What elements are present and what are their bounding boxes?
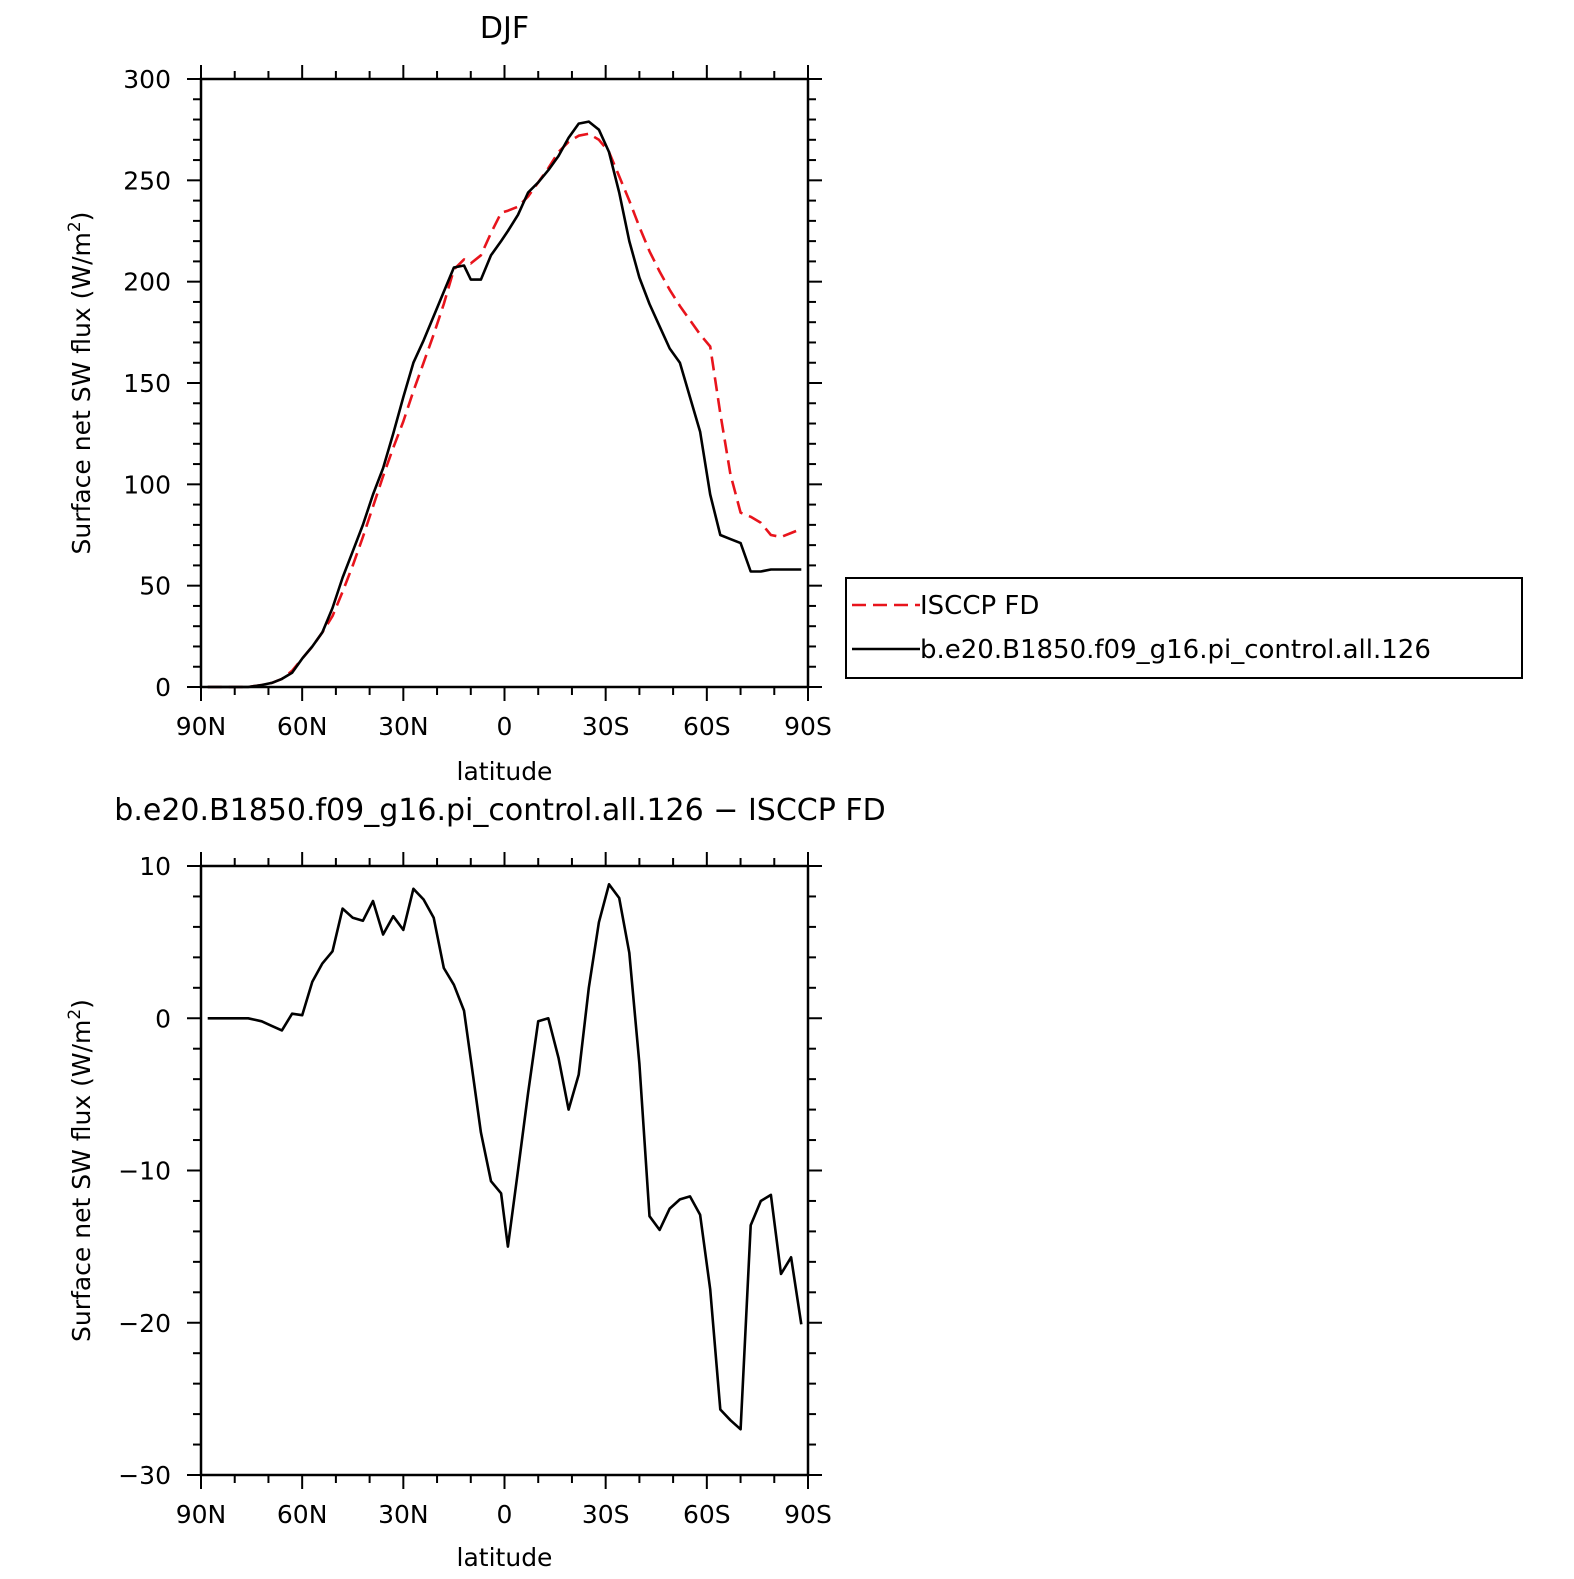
y-tick-label: 100 [123,470,171,499]
top-y-axis-label: Surface net SW flux (W/m2) [65,212,96,555]
series-line-model [207,120,802,689]
x-tick-label: 90N [176,1500,227,1529]
bottom-x-axis-label: latitude [457,1543,553,1572]
bottom-y-axis-label: Surface net SW flux (W/m2) [65,999,96,1342]
y-tick-label: −20 [118,1309,171,1338]
x-tick-label: 30S [582,1500,630,1529]
x-tick-label: 60S [683,712,731,741]
top-chart-title: DJF [480,11,529,46]
legend: ISCCP FD b.e20.B1850.f09_g16.pi_control.… [845,577,1523,679]
bottom-panel: 90N 60N 30N 0 30S 60S 90S −30 −20 −10 0 10 b.e20.B… [65,793,886,1572]
y-tick-label: 200 [123,268,171,297]
x-tick-label: 90S [784,712,832,741]
top-y-axis-label-end: ) [67,212,96,222]
x-tick-label: 90N [176,712,227,741]
bottom-y-axis-label-main: Surface net SW flux (W/m [67,1020,96,1342]
series-line-model [207,882,803,1431]
x-tick-label: 30N [378,1500,429,1529]
x-tick-label: 0 [497,1500,513,1529]
y-tick-label: 0 [155,673,171,702]
x-tick-label: 30S [582,712,630,741]
y-tick-label: 10 [139,852,171,881]
x-tick-label: 0 [497,712,513,741]
x-tick-label: 60S [683,1500,731,1529]
y-tick-label: −10 [118,1157,171,1186]
legend-box [845,577,1523,679]
top-y-axis-label-main: Surface net SW flux (W/m [67,232,96,554]
top-y-axis-label-sup: 2 [65,221,85,232]
bottom-chart-title: b.e20.B1850.f09_g16.pi_control.all.126 −… [114,793,885,828]
x-tick-label: 30N [378,712,429,741]
legend-label-model: b.e20.B1850.f09_g16.pi_control.all.126 [920,635,1431,665]
y-tick-label: 0 [155,1004,171,1033]
x-tick-label: 60N [277,712,328,741]
y-tick-label: 50 [139,572,171,601]
y-tick-label: 150 [123,369,171,398]
x-tick-label: 90S [784,1500,832,1529]
top-x-axis-label: latitude [457,757,553,786]
x-tick-label: 60N [277,1500,328,1529]
legend-label-isccp: ISCCP FD [920,591,1039,621]
top-panel: 90N 60N 30N 0 30S 60S 90S 0 50 100 150 200 250 300 D… [65,11,832,786]
bottom-y-axis-label-sup: 2 [65,1009,85,1020]
y-tick-label: 300 [123,65,171,94]
bottom-y-axis-label-end: ) [67,999,96,1009]
y-tick-label: 250 [123,166,171,195]
y-tick-label: −30 [118,1461,171,1490]
